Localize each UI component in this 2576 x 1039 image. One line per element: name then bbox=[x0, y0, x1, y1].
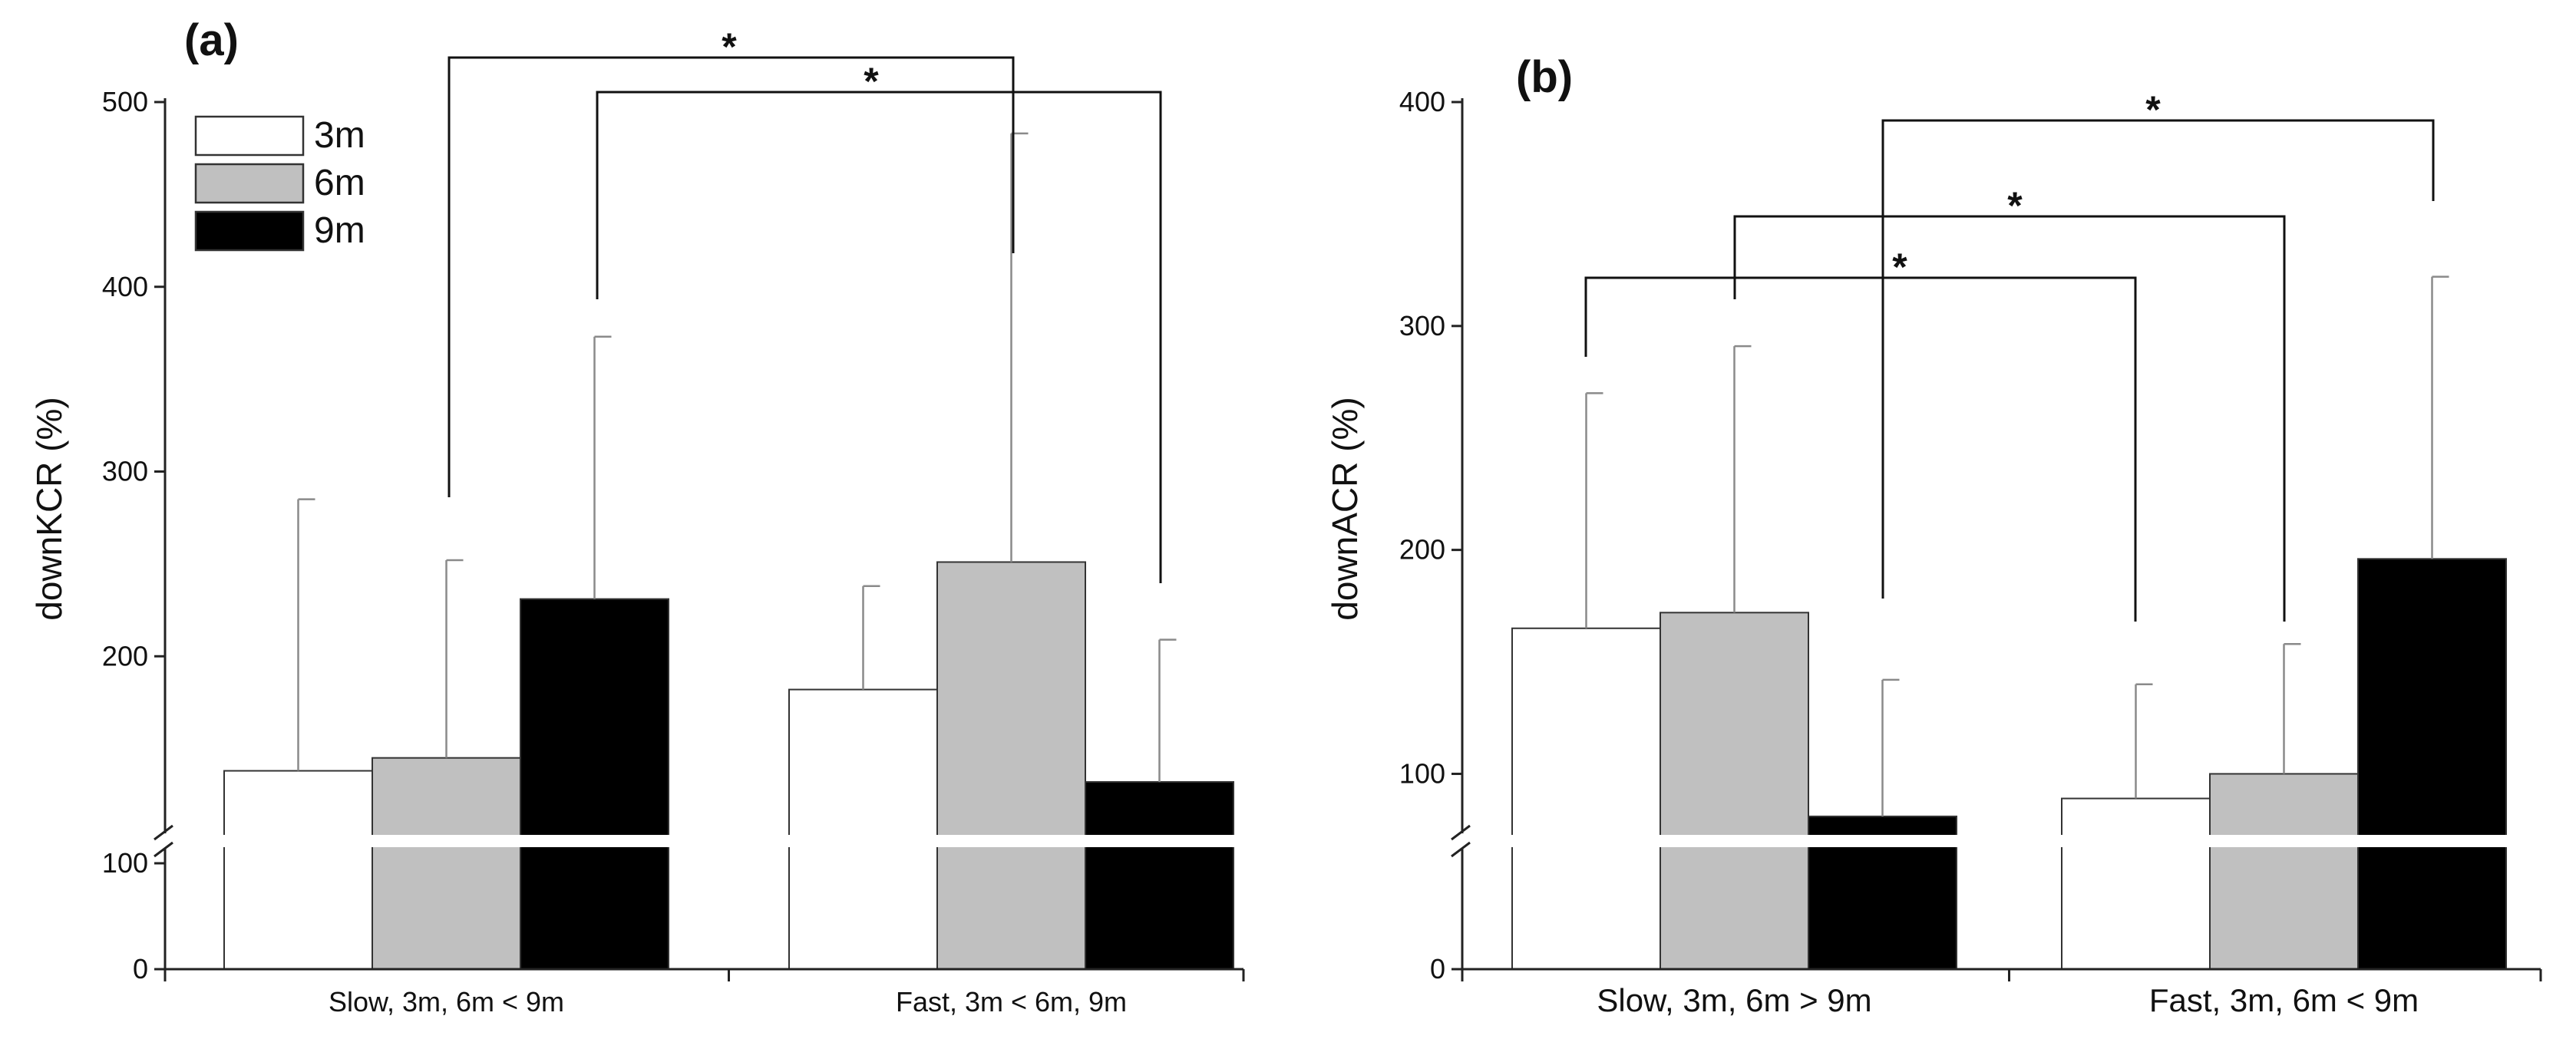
y-tick-label: 0 bbox=[1430, 953, 1445, 985]
legend-label-3m: 3m bbox=[314, 115, 365, 156]
bar-3m-fast bbox=[788, 688, 938, 971]
significance-star: * bbox=[1892, 246, 1907, 289]
legend-swatch-3m bbox=[194, 115, 305, 157]
significance-star: * bbox=[722, 25, 737, 68]
y-tick-label: 300 bbox=[1399, 310, 1445, 341]
x-category-label: Slow, 3m, 6m > 9m bbox=[1597, 982, 1871, 1018]
y-axis-label: downKCR (%) bbox=[29, 397, 69, 620]
axis-break-mark bbox=[154, 824, 173, 841]
significance-bracket bbox=[1584, 276, 2137, 622]
y-axis-label: downACR (%) bbox=[1325, 397, 1365, 620]
bar-3m-slow bbox=[223, 770, 373, 970]
axis-break-band bbox=[159, 835, 1243, 847]
bar-9m-slow bbox=[520, 598, 669, 970]
y-tick-label: 100 bbox=[102, 847, 148, 879]
y-tick-label: 200 bbox=[102, 640, 148, 671]
bar-6m-fast bbox=[2209, 773, 2359, 970]
legend-swatch-9m bbox=[194, 210, 305, 252]
legend-swatch-6m bbox=[194, 163, 305, 204]
significance-bracket bbox=[1881, 119, 2435, 599]
bar-6m-slow bbox=[372, 757, 521, 970]
axis-break-band bbox=[1456, 835, 2541, 847]
significance-bracket bbox=[596, 91, 1162, 583]
y-tick-label: 400 bbox=[102, 271, 148, 302]
y-tick-label: 200 bbox=[1399, 534, 1445, 566]
legend-label-6m: 6m bbox=[314, 163, 365, 203]
legend-label-9m: 9m bbox=[314, 210, 365, 251]
bar-3m-fast bbox=[2061, 797, 2211, 971]
y-tick-label: 400 bbox=[1399, 86, 1445, 117]
bar-3m-slow bbox=[1511, 627, 1661, 970]
axis-break-mark bbox=[1451, 824, 1471, 841]
significance-star: * bbox=[864, 60, 879, 103]
bar-6m-slow bbox=[1660, 612, 1809, 970]
significance-bracket bbox=[447, 56, 1015, 497]
axis-break-mark bbox=[1451, 841, 1471, 858]
panel-label: (a) bbox=[184, 15, 239, 65]
y-tick-label: 500 bbox=[102, 86, 148, 117]
y-tick-label: 100 bbox=[1399, 757, 1445, 789]
significance-star: * bbox=[2007, 184, 2023, 227]
bar-9m-fast bbox=[1085, 780, 1234, 971]
panel-b: (b) downACR (%) 0 100 200 300 400 Slow, 3m, 6m … bbox=[1325, 52, 2542, 1018]
bar-6m-fast bbox=[936, 561, 1086, 970]
x-category-label: Fast, 3m < 6m, 9m bbox=[896, 986, 1127, 1018]
significance-star: * bbox=[2145, 88, 2161, 131]
y-tick-label: 0 bbox=[133, 953, 148, 985]
bar-9m-fast bbox=[2357, 558, 2507, 970]
axis-break-mark bbox=[154, 841, 173, 858]
x-category-label: Slow, 3m, 6m < 9m bbox=[329, 986, 564, 1018]
y-tick-label: 300 bbox=[102, 456, 148, 487]
panel-a: (a) downKCR (%) 0 100 200 300 400 500 Slow, 3m, … bbox=[29, 15, 1245, 1018]
panel-label: (b) bbox=[1516, 52, 1573, 102]
significance-bracket bbox=[1733, 215, 2286, 622]
x-category-label: Fast, 3m, 6m < 9m bbox=[2149, 982, 2419, 1018]
